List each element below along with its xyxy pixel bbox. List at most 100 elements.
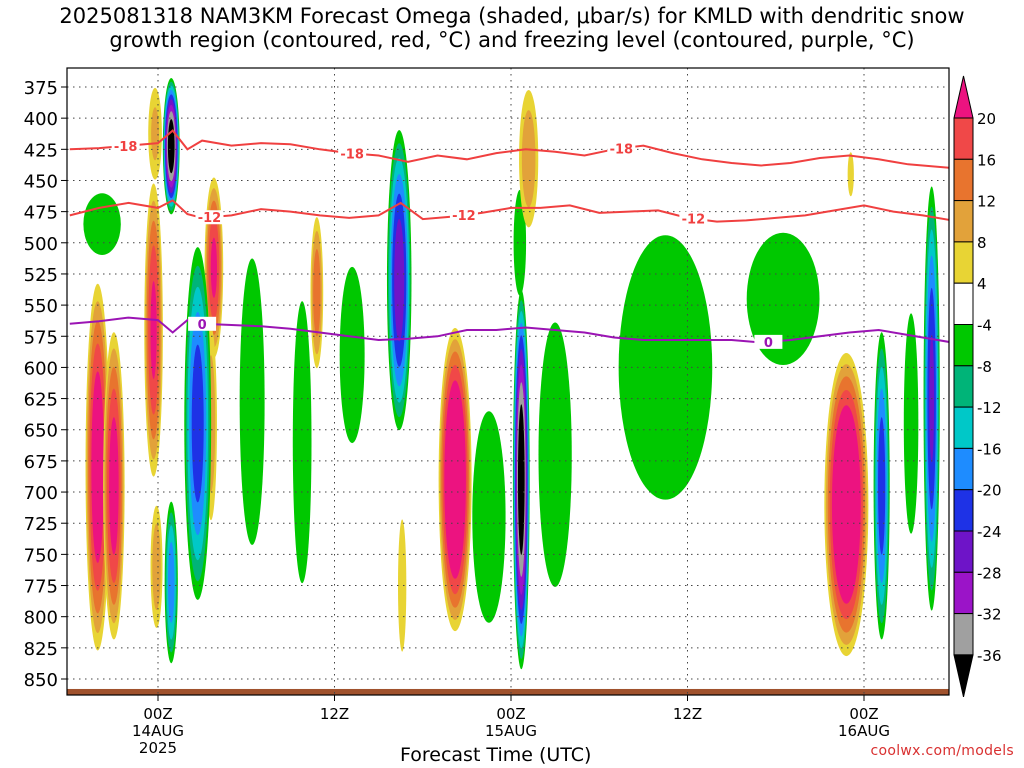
chart-title-line-2: growth region (contoured, red, °C) and f… — [109, 28, 915, 52]
dgz-contour-0-label-bg-1 — [338, 146, 367, 161]
omega-feature-27 — [847, 152, 854, 197]
grid-lines — [67, 68, 949, 695]
terrain — [67, 688, 949, 695]
x-tick-date-6: 14AUG — [132, 722, 184, 740]
colorbar-label-7: -12 — [977, 399, 1002, 417]
x-tick-label-54: 00Z — [849, 705, 878, 723]
omega-feature-16 — [472, 411, 506, 623]
omega-feature-10 — [239, 258, 265, 545]
colorbar-bin-0 — [953, 117, 974, 160]
y-tick-label-725: 725 — [24, 514, 58, 535]
x-tick-label-42: 12Z — [673, 705, 702, 723]
omega-feature-25 — [903, 313, 919, 534]
y-axis: 375 400 425 450 475 500 525 550 575 600 625 650 675 7… — [24, 78, 67, 691]
dgz-contour-1-line — [69, 199, 949, 223]
x-tick-label-30: 00Z — [496, 705, 525, 723]
contour-lines: -18 -18 -18 -12 -12 -12 0 0 — [69, 129, 949, 351]
omega-feature-15 — [444, 380, 466, 579]
omega-feature-23 — [831, 405, 861, 604]
omega-feature-7 — [210, 237, 217, 298]
colorbar-label-2: 12 — [977, 193, 996, 211]
dgz-contour-0-label-2: -18 — [610, 142, 634, 157]
y-tick-label-600: 600 — [24, 358, 58, 379]
colorbar-label-0: 20 — [977, 110, 996, 128]
y-tick-label-550: 550 — [24, 296, 58, 317]
dgz-contour-0-label-1: -18 — [340, 147, 364, 162]
omega-feature-22 — [746, 232, 820, 365]
dgz-contour-1-label-0: -12 — [198, 211, 222, 226]
colorbar-label-5: -4 — [977, 317, 992, 335]
x-axis-title: Forecast Time (UTC) — [400, 744, 592, 766]
dgz-contour-0-label-bg-0 — [111, 138, 140, 153]
omega-feature-20 — [538, 322, 572, 587]
dgz-contour-1-label-bg-2 — [679, 211, 708, 226]
omega-feature-4 — [151, 107, 160, 161]
terrain-fill — [67, 688, 949, 695]
colorbar-bottom-arrow — [953, 654, 974, 698]
omega-feature-13 — [339, 266, 365, 444]
y-tick-label-750: 750 — [24, 545, 58, 566]
dgz-contour-0-label-0: -18 — [114, 140, 138, 155]
colorbar-label-3: 8 — [977, 234, 987, 252]
colorbar-bin-3 — [953, 241, 974, 284]
dgz-contour-0-line — [69, 129, 949, 169]
y-tick-label-675: 675 — [24, 452, 58, 473]
y-tick-label-625: 625 — [24, 390, 58, 411]
y-tick-label-775: 775 — [24, 577, 58, 598]
omega-feature-28 — [397, 519, 407, 652]
colorbar-bin-7 — [953, 406, 974, 449]
y-tick-label-800: 800 — [24, 608, 58, 629]
colorbar: 20 16 12 8 4 -4 -8 -12 -16 -20 -24 -28 -32 -36 — [953, 75, 1002, 698]
colorbar-bin-4 — [953, 282, 974, 326]
y-tick-label-575: 575 — [24, 327, 58, 348]
y-tick-label-375: 375 — [24, 78, 58, 99]
omega-feature-29 — [83, 193, 121, 255]
y-tick-label-450: 450 — [24, 171, 58, 192]
colorbar-label-12: -32 — [977, 606, 1002, 624]
dgz-contour-0-label-bg-2 — [607, 141, 636, 156]
x-tick-date-54: 16AUG — [838, 722, 890, 740]
y-tick-label-400: 400 — [24, 109, 58, 130]
omega-feature-1 — [109, 417, 119, 555]
chart-title: 2025081318 NAM3KM Forecast Omega (shaded… — [0, 4, 1024, 52]
plot-frame — [66, 67, 950, 696]
colorbar-bin-8 — [953, 447, 974, 491]
omega-feature-14 — [394, 218, 405, 342]
colorbar-bin-6 — [953, 365, 974, 408]
freezing-contour-label-0: 0 — [198, 318, 207, 333]
colorbar-label-13: -36 — [977, 647, 1002, 665]
y-tick-label-825: 825 — [24, 639, 58, 660]
colorbar-label-11: -28 — [977, 564, 1002, 582]
omega-feature-5 — [167, 119, 175, 174]
y-tick-label-850: 850 — [24, 670, 58, 691]
x-tick-label-6: 00Z — [143, 705, 172, 723]
colorbar-bin-12 — [953, 613, 974, 656]
colorbar-bin-10 — [953, 530, 974, 573]
omega-feature-9 — [191, 344, 204, 503]
y-tick-label-525: 525 — [24, 265, 58, 286]
freezing-contour-label-1: 0 — [764, 336, 773, 351]
y-tick-label-425: 425 — [24, 140, 58, 161]
y-tick-label-500: 500 — [24, 234, 58, 255]
omega-feature-0 — [91, 371, 105, 563]
x-tick-year-6: 2025 — [139, 739, 177, 757]
omega-feature-17 — [517, 404, 525, 555]
credit-text: coolwx.com/models — [870, 743, 1014, 759]
colorbar-label-4: 4 — [977, 275, 987, 293]
dgz-contour-1-label-2: -12 — [682, 213, 706, 228]
colorbar-label-6: -8 — [977, 358, 992, 376]
dgz-contour-1-label-bg-0 — [195, 210, 224, 225]
colorbar-bin-2 — [953, 200, 974, 243]
omega-feature-18 — [513, 189, 527, 296]
dgz-contour-1-label-1: -12 — [452, 209, 476, 224]
omega-feature-3 — [152, 523, 161, 611]
y-tick-label-700: 700 — [24, 483, 58, 504]
colorbar-bin-5 — [953, 324, 974, 367]
omega-feature-11 — [313, 249, 321, 337]
dgz-contour-1-label-bg-1 — [449, 208, 478, 223]
colorbar-label-8: -16 — [977, 440, 1002, 458]
freezing-contour-label-bg-0 — [188, 316, 217, 331]
omega-feature-21 — [618, 235, 713, 500]
colorbar-label-9: -20 — [977, 482, 1002, 500]
